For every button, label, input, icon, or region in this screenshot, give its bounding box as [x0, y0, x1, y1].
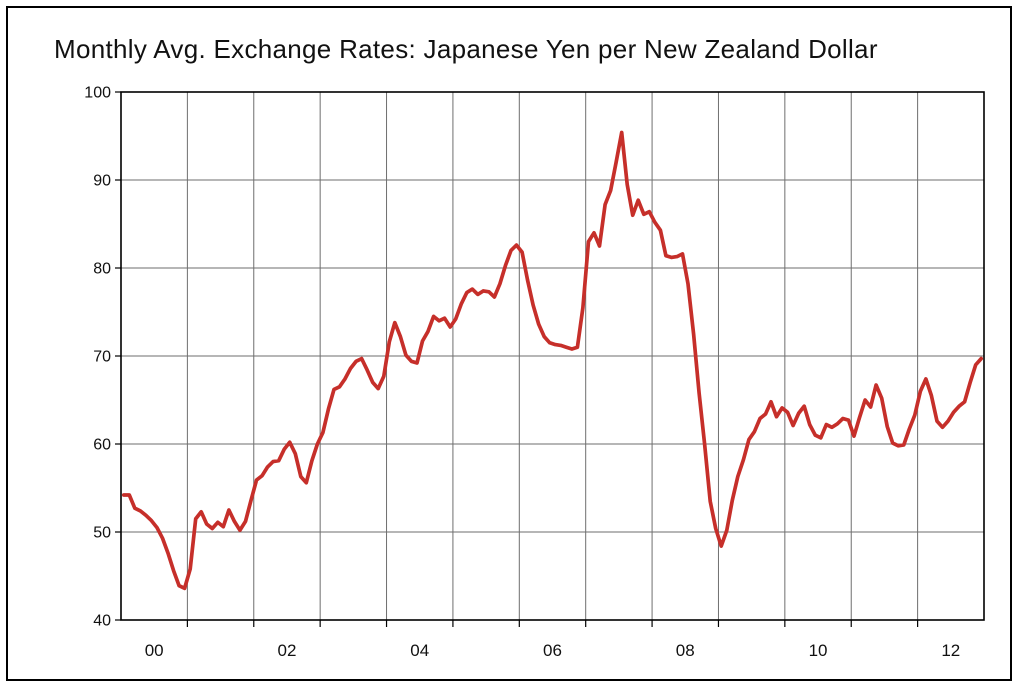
y-tick-label: 50 [93, 525, 111, 542]
x-tick-label: 10 [809, 641, 828, 660]
y-tick-label: 40 [93, 613, 111, 630]
x-tick-label: 00 [145, 641, 164, 660]
y-tick-label: 80 [93, 261, 111, 278]
x-tick-label: 02 [278, 641, 297, 660]
chart-title: Monthly Avg. Exchange Rates: Japanese Ye… [54, 34, 878, 64]
exchange-rate-line [121, 130, 984, 591]
x-tick-label: 12 [941, 641, 960, 660]
plot-border [120, 91, 985, 621]
y-tick-label: 100 [84, 85, 111, 102]
y-tick-label: 60 [93, 437, 111, 454]
x-tick-label: 06 [543, 641, 562, 660]
image-border [6, 6, 1012, 681]
x-tick-label: 04 [410, 641, 429, 660]
y-tick-label: 70 [93, 349, 111, 366]
x-tick-label: 08 [676, 641, 695, 660]
y-tick-label: 90 [93, 173, 111, 190]
